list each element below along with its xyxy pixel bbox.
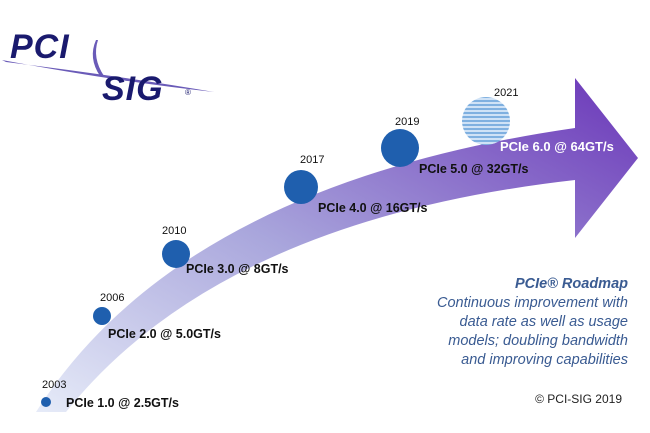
milestone-label-pcie5: PCIe 5.0 @ 32GT/s	[419, 162, 529, 176]
milestone-year-2019: 2019	[395, 116, 420, 128]
milestone-label-pcie4: PCIe 4.0 @ 16GT/s	[318, 201, 428, 215]
logo-text-pci: PCI	[10, 28, 70, 66]
roadmap-description-line: Continuous improvement with	[436, 295, 628, 311]
milestone-label-pcie6: PCIe 6.0 @ 64GT/s	[500, 139, 614, 154]
roadmap-arrow	[36, 78, 638, 412]
pci-sig-logo: PCI SIG ®	[2, 28, 202, 118]
milestone-year-2017: 2017	[300, 154, 325, 166]
roadmap-description: Continuous improvement with data rate as…	[388, 294, 628, 370]
logo-registered-mark: ®	[185, 88, 191, 97]
logo-swoosh-accent	[92, 40, 104, 76]
milestone-node-2006	[93, 307, 111, 325]
milestone-node-2010	[162, 240, 190, 268]
copyright-notice: © PCI-SIG 2019	[535, 392, 622, 406]
milestone-node-2003	[41, 397, 51, 407]
milestone-label-pcie3: PCIe 3.0 @ 8GT/s	[186, 262, 289, 276]
roadmap-description-box: PCIe® Roadmap Continuous improvement wit…	[388, 276, 628, 370]
roadmap-description-line: and improving capabilities	[461, 352, 628, 368]
milestone-node-2019	[381, 129, 419, 167]
logo-swoosh	[2, 60, 214, 92]
milestone-node-2017	[284, 170, 318, 204]
milestone-year-2003: 2003	[42, 379, 67, 391]
roadmap-description-line: models; doubling bandwidth	[448, 333, 628, 349]
roadmap-title: PCIe® Roadmap	[514, 276, 628, 292]
roadmap-description-line: data rate as well as usage	[459, 314, 628, 330]
milestone-year-2006: 2006	[100, 292, 125, 304]
milestone-node-2021	[462, 97, 510, 145]
milestone-year-2021: 2021	[494, 87, 519, 99]
milestone-year-2010: 2010	[162, 225, 187, 237]
milestone-label-pcie1: PCIe 1.0 @ 2.5GT/s	[66, 396, 179, 410]
logo-text-sig: SIG	[102, 70, 164, 108]
milestone-label-pcie2: PCIe 2.0 @ 5.0GT/s	[108, 327, 221, 341]
